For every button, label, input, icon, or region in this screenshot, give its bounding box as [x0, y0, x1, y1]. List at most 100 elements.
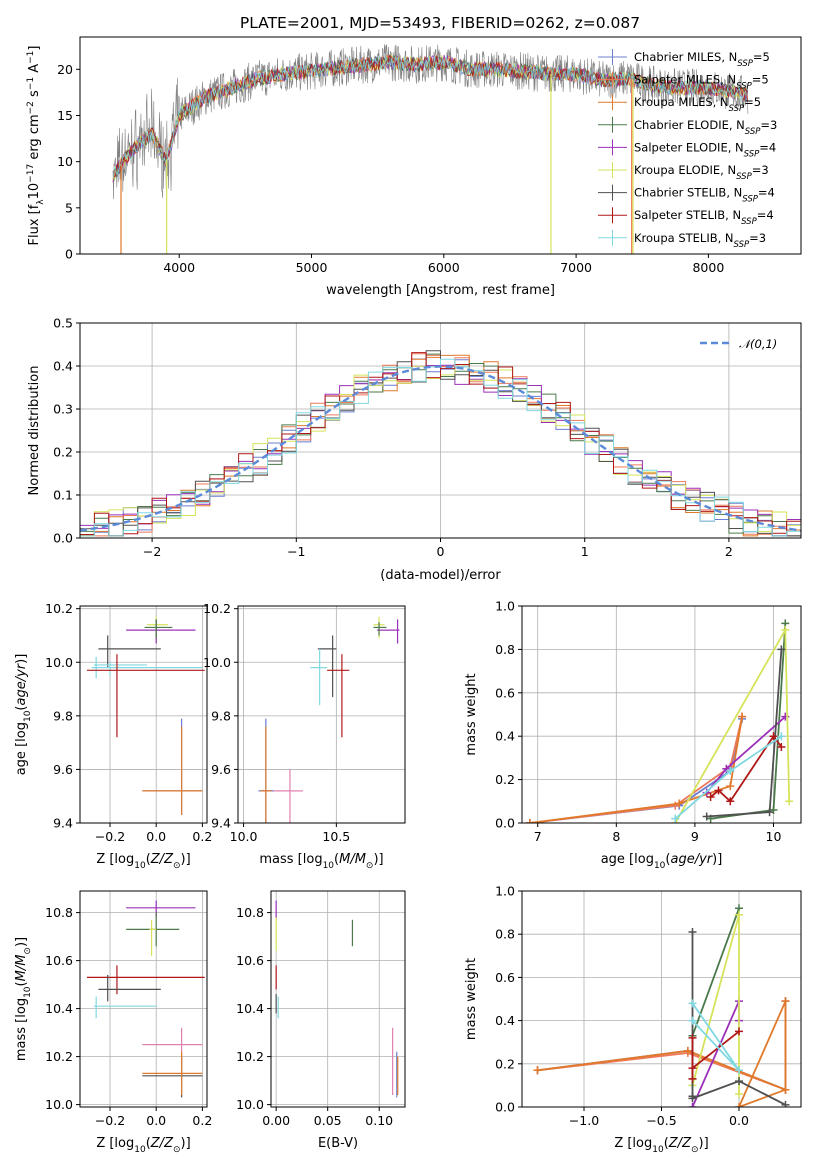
y-tick-label: 1.0 — [495, 599, 515, 614]
weight-point-marker — [735, 1103, 743, 1107]
x-axis-label: age [log10(age/yr)] — [601, 852, 723, 871]
mass-vs-EBV-frame — [270, 890, 406, 1108]
label-part: )] — [699, 1136, 709, 1151]
label-part: age/yr — [670, 852, 713, 867]
y-tick-label: 20 — [57, 62, 73, 77]
y-tick-label: 10.0 — [236, 1097, 264, 1112]
y-tick-label: 10.4 — [45, 1001, 73, 1016]
weight-point-marker — [688, 999, 697, 1008]
weight-series-line — [529, 718, 743, 823]
weight-series-line — [537, 1000, 787, 1107]
x-tick-label: 0.2 — [192, 829, 212, 844]
label-superscript: −17 — [26, 164, 36, 183]
legend-label: Salpeter STELIB, NSSP=4 — [634, 208, 774, 227]
legend-label: Chabrier MILES, NSSP=5 — [634, 50, 770, 69]
label-subscript: λ — [36, 199, 46, 205]
legend-label-part: =3 — [760, 118, 777, 132]
weight-point-marker — [735, 1066, 743, 1075]
legend-label: Kroupa STELIB, NSSP=3 — [634, 231, 766, 250]
weight-point-marker — [735, 910, 743, 919]
y-tick-label: 10.6 — [236, 953, 264, 968]
x-axis-label: wavelength [Angstrom, rest frame] — [326, 283, 555, 298]
legend-label-part: Chabrier MILES, N — [634, 50, 737, 64]
spectrum-frame — [79, 36, 802, 255]
weight-point-marker — [726, 782, 735, 791]
y-tick-label: 10.2 — [45, 1049, 73, 1064]
label-part: Z/Z — [150, 1136, 174, 1151]
x-tick-label: 8000 — [692, 260, 724, 275]
weight-point-marker — [688, 1064, 697, 1073]
weight-point-marker — [726, 797, 735, 806]
label-part: )] — [712, 852, 722, 867]
x-tick-label: 0.0 — [729, 1113, 749, 1128]
y-tick-label: 10.4 — [236, 1001, 264, 1016]
weight-point-marker — [714, 786, 723, 795]
mass-vs-EBV-axes: 0.00 0.05 0.10 10.0 10.2 10.4 10.6 10.8 E(B-V) — [236, 891, 405, 1151]
mass-vs-Z-axes: −0.2 0.0 0.210.010.210.410.610.8Z [log10(Z… — [14, 891, 212, 1155]
y-tick-label: 9.6 — [53, 762, 73, 777]
label-part: mass [log — [14, 998, 29, 1061]
mass-vs-Z-frame — [79, 890, 208, 1108]
x-tick-label: −2 — [143, 544, 161, 559]
label-superscript: −2 — [26, 101, 36, 114]
x-tick-label: −0.2 — [95, 829, 125, 844]
weight-point-marker — [671, 814, 680, 823]
legend-subscript: SSP — [736, 172, 752, 182]
legend-label-part: Salpeter ELODIE, N — [634, 140, 744, 154]
x-tick-label: 0 — [437, 544, 445, 559]
y-tick-label: 10.0 — [45, 1097, 73, 1112]
weight-series-line — [691, 914, 740, 1094]
model-spectrum-line — [112, 54, 749, 178]
x-tick-label: −1 — [287, 544, 305, 559]
label-subscript: 10 — [134, 1145, 146, 1155]
x-tick-label: −0.2 — [95, 1113, 125, 1128]
age-vs-Z-errorbars — [86, 616, 205, 815]
weight-point-marker — [781, 997, 790, 1006]
weight-point-marker — [688, 1103, 697, 1107]
y-tick-label: 0.8 — [495, 642, 515, 657]
x-tick-label: 8 — [612, 829, 620, 844]
legend-subscript: SSP — [736, 82, 752, 92]
mass-vs-Z-errorbars — [86, 900, 205, 1098]
weight-point-marker — [785, 797, 794, 806]
age-vs-Z-frame — [79, 605, 208, 824]
y-tick-label: 0.0 — [53, 531, 73, 546]
y-axis-label: age [log10(age/yr)] — [14, 654, 33, 776]
weight-point-marker — [735, 1090, 743, 1099]
y-tick-label: 0.6 — [495, 970, 515, 985]
label-part: Z [log — [96, 1136, 134, 1151]
weight-point-marker — [769, 732, 778, 741]
y-tick-label: 9.4 — [211, 816, 231, 831]
x-tick-label: 7 — [534, 829, 542, 844]
weight-point-marker — [688, 1033, 697, 1042]
label-part: age [log — [14, 722, 29, 775]
label-superscript: −1 — [26, 51, 36, 64]
weight-point-marker — [781, 625, 790, 634]
label-part: E(B-V) — [318, 1136, 358, 1151]
label-part: ( — [664, 1136, 669, 1151]
y-tick-label: 0.3 — [53, 402, 73, 417]
legend-label-part: Salpeter MILES, N — [634, 73, 736, 87]
y-tick-label: 9.8 — [211, 708, 231, 723]
label-part: M/M — [339, 852, 366, 867]
label-subscript: 10 — [23, 710, 33, 722]
legend-label: 𝒩(0,1) — [739, 337, 777, 351]
weight-point-marker — [675, 799, 684, 808]
y-tick-label: 0.2 — [495, 1056, 515, 1071]
label-part: 10 — [27, 183, 42, 200]
x-tick-label: 4000 — [163, 260, 195, 275]
y-tick-label: 10.0 — [45, 655, 73, 670]
x-axis-label: (data-model)/error — [380, 568, 501, 583]
legend-label-part: =3 — [749, 231, 766, 245]
x-tick-label: 5000 — [296, 260, 328, 275]
y-tick-label: 9.4 — [53, 816, 73, 831]
x-tick-label: 6000 — [428, 260, 460, 275]
y-tick-label: 0.1 — [53, 488, 73, 503]
x-tick-label: 0.05 — [314, 1113, 342, 1128]
y-tick-label: 10.2 — [236, 1049, 264, 1064]
y-tick-label: 10.8 — [45, 905, 73, 920]
weight-series-line — [529, 716, 743, 823]
weight-point-marker — [781, 1100, 790, 1107]
label-subscript: 10 — [23, 986, 33, 998]
